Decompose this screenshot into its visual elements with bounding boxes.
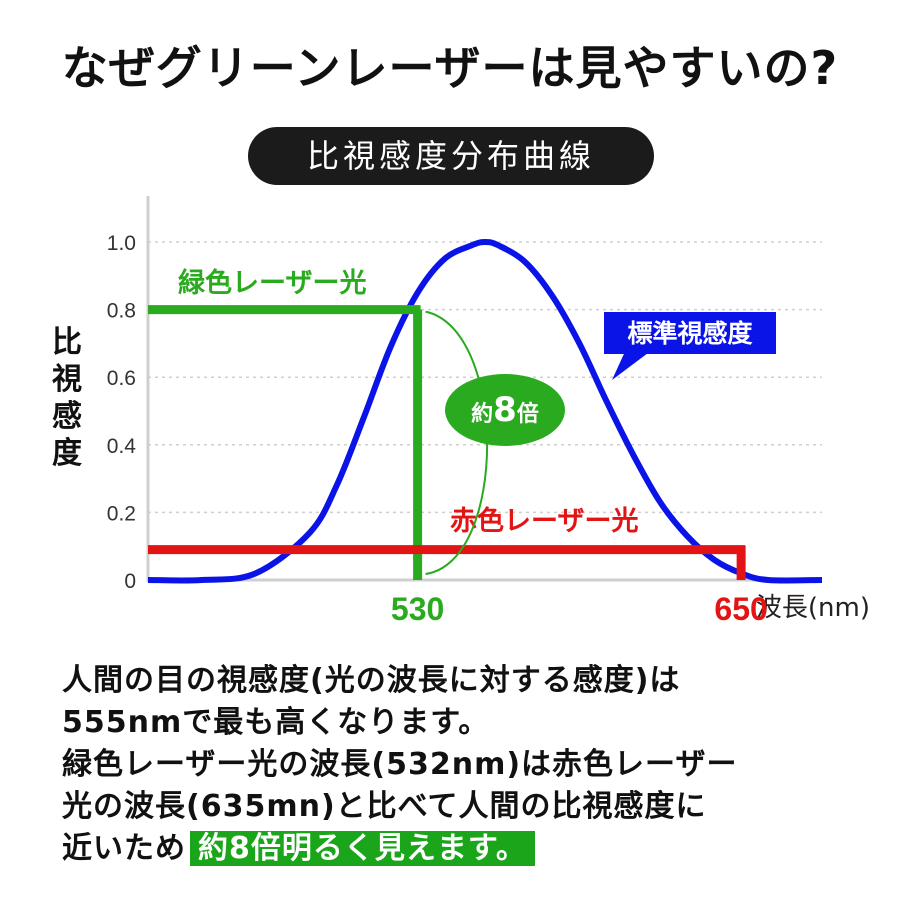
y-axis-label-char: 視 bbox=[52, 362, 82, 397]
y-tick-label: 0.4 bbox=[107, 435, 137, 458]
y-tick-label: 0.8 bbox=[107, 300, 136, 323]
x-axis-label: 波長(nm) bbox=[756, 593, 870, 623]
y-tick-label: 0 bbox=[124, 570, 136, 593]
x-tick-label-650: 650 bbox=[714, 591, 767, 627]
series-callout-label: 標準視感度 bbox=[627, 319, 752, 348]
sensitivity-curve bbox=[147, 239, 823, 584]
y-axis-label-char: 比 bbox=[52, 325, 82, 360]
y-axis-label-char: 感 bbox=[52, 399, 82, 434]
series-callout-box bbox=[604, 312, 776, 354]
y-tick-label: 0.6 bbox=[107, 367, 136, 390]
highlight-badge: 約8倍明るく見えます。 bbox=[190, 831, 535, 866]
ratio-badge-text: 約8倍 bbox=[471, 390, 539, 430]
description-line-3: 緑色レーザー光の波長(532nm)は赤色レーザー bbox=[62, 747, 738, 782]
description: 人間の目の視感度(光の波長に対する感度)は 555nmで最も高くなります。 緑色… bbox=[62, 660, 862, 870]
page-title: なぜグリーンレーザーは見やすいの? bbox=[61, 41, 839, 95]
green-laser-label: 緑色レーザー光 bbox=[178, 267, 366, 299]
ratio-bracket bbox=[425, 310, 489, 575]
y-tick-label: 1.0 bbox=[107, 232, 136, 255]
chart-title-badge: 比視感度分布曲線 bbox=[248, 127, 654, 185]
description-line-4: 光の波長(635mn)と比べて人間の比視感度に bbox=[62, 789, 707, 824]
x-tick-label-530: 530 bbox=[391, 591, 444, 627]
description-line-5: 近いため 約8倍明るく見えます。 bbox=[62, 828, 862, 870]
description-line-5-text: 近いため bbox=[62, 831, 186, 866]
y-tick-label: 0.2 bbox=[107, 502, 136, 525]
red-laser-label: 赤色レーザー光 bbox=[450, 505, 638, 537]
description-line-2: 555nmで最も高くなります。 bbox=[62, 705, 490, 740]
ratio-badge bbox=[445, 374, 565, 446]
description-line-1: 人間の目の視感度(光の波長に対する感度)は bbox=[62, 663, 681, 698]
y-axis-label-char: 度 bbox=[52, 436, 82, 471]
